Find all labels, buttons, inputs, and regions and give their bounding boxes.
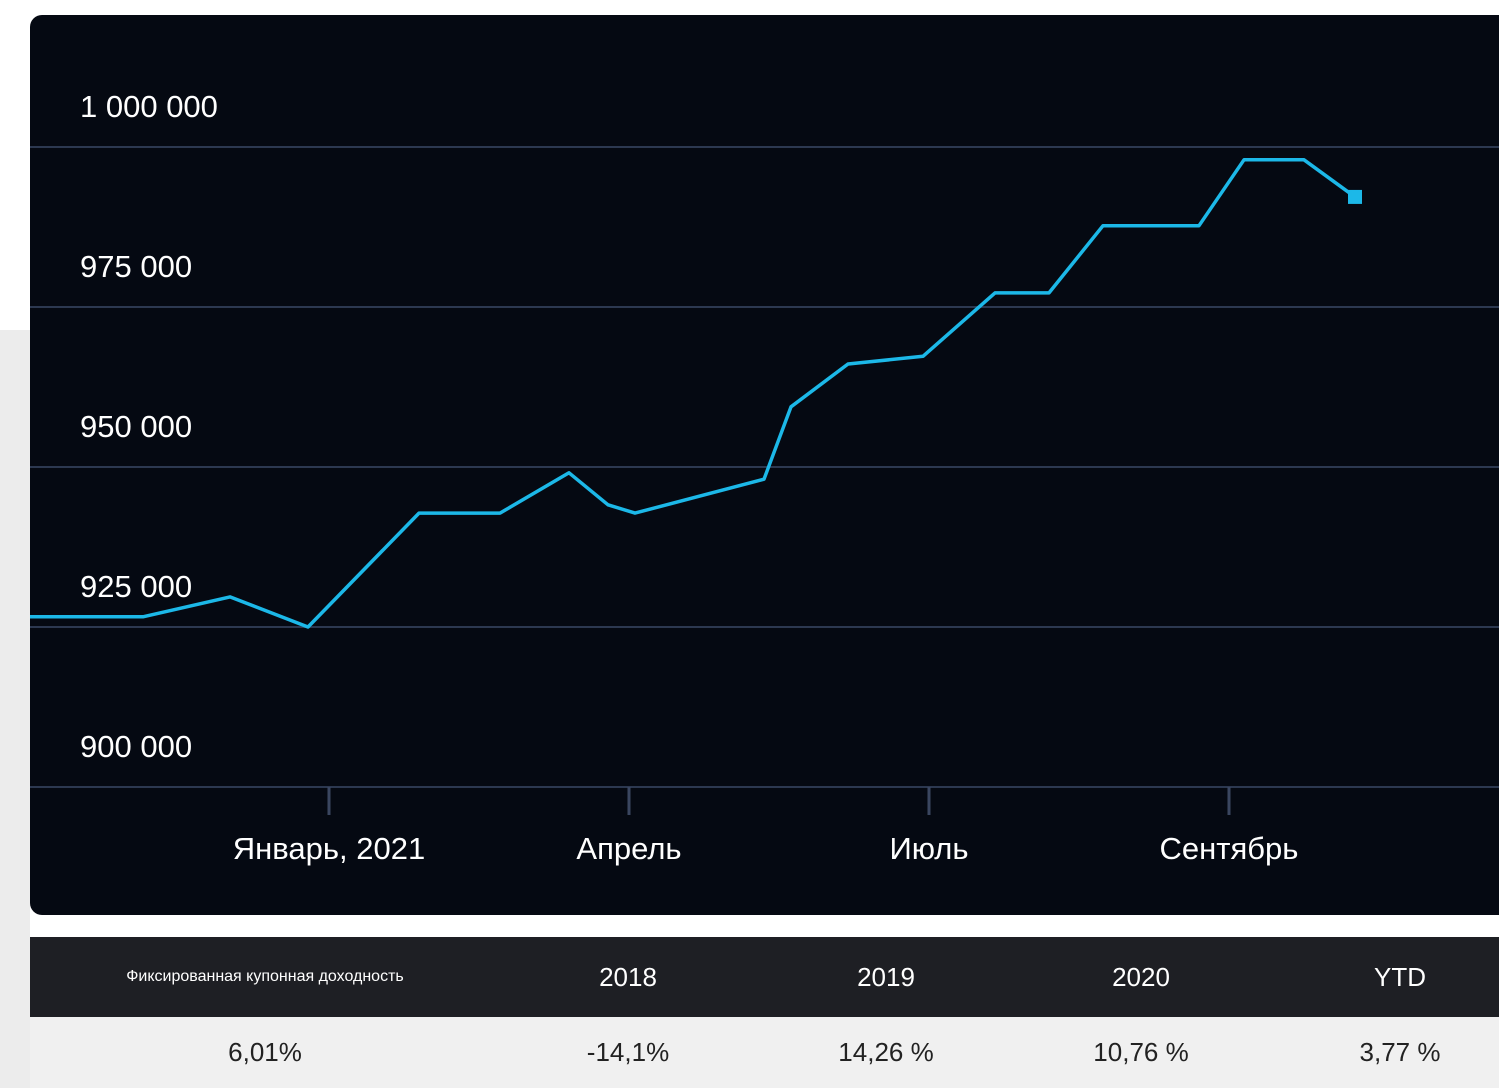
x-tick-label: Апрель [576, 831, 681, 866]
y-tick-label: 925 000 [80, 569, 192, 604]
table-row: 6,01% -14,1% 14,26 % 10,76 % 3,77 % [30, 1017, 1499, 1088]
background-strip [0, 330, 30, 1088]
returns-table: Фиксированная купонная доходность 2018 201… [30, 937, 1499, 1088]
table-header: Фиксированная купонная доходность 2018 201… [30, 937, 1499, 1017]
table-cell: YTD [1374, 961, 1426, 992]
x-tick-label: Январь, 2021 [233, 831, 425, 866]
y-tick-label: 950 000 [80, 409, 192, 444]
table-cell: 10,76 % [1093, 1037, 1189, 1067]
table-cell: 14,26 % [838, 1037, 934, 1067]
table-cell: 6,01% [228, 1037, 302, 1067]
chart-panel: 900 000 925 000 950 000 975 000 1 000 000 Янв… [30, 15, 1499, 915]
x-tick-label: Июль [889, 831, 968, 866]
x-tick-label: Сентябрь [1160, 831, 1299, 866]
end-marker [1348, 189, 1362, 204]
y-tick-label: 975 000 [80, 249, 192, 284]
y-tick-label: 1 000 000 [80, 89, 218, 124]
chart: 900 000 925 000 950 000 975 000 1 000 000 Янв… [30, 89, 1499, 866]
table-cell: -14,1% [586, 1037, 670, 1067]
table-cell: 2019 [857, 961, 915, 992]
table-cell: 3,77 % [1359, 1037, 1441, 1067]
data-line [30, 158, 1357, 629]
table-cell: 2020 [1112, 961, 1170, 992]
table-cell: 2018 [599, 961, 657, 992]
y-tick-label: 900 000 [80, 729, 192, 764]
table-cell: Фиксированная купонная доходность [126, 968, 404, 985]
